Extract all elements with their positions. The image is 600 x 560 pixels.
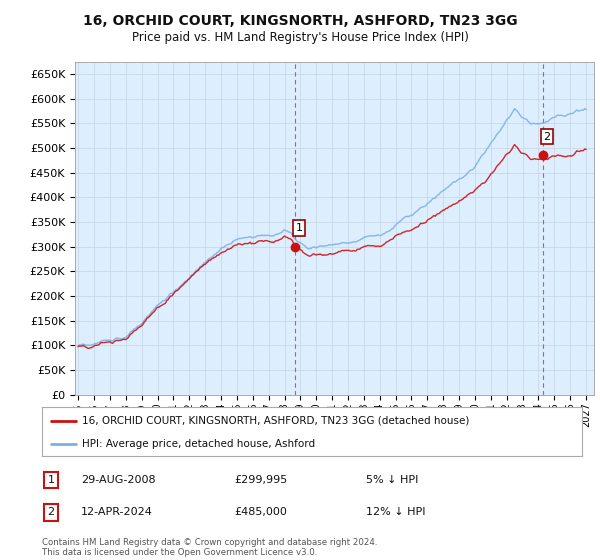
Text: Price paid vs. HM Land Registry's House Price Index (HPI): Price paid vs. HM Land Registry's House … — [131, 31, 469, 44]
Text: 16, ORCHID COURT, KINGSNORTH, ASHFORD, TN23 3GG: 16, ORCHID COURT, KINGSNORTH, ASHFORD, T… — [83, 14, 517, 28]
Text: HPI: Average price, detached house, Ashford: HPI: Average price, detached house, Ashf… — [83, 439, 316, 449]
Text: £485,000: £485,000 — [234, 507, 287, 517]
Text: 1: 1 — [295, 223, 302, 233]
Text: 2: 2 — [47, 507, 55, 517]
Text: 2: 2 — [543, 132, 550, 142]
Text: 12-APR-2024: 12-APR-2024 — [81, 507, 153, 517]
Text: 5% ↓ HPI: 5% ↓ HPI — [366, 475, 418, 485]
Text: 1: 1 — [47, 475, 55, 485]
Text: 12% ↓ HPI: 12% ↓ HPI — [366, 507, 425, 517]
Text: £299,995: £299,995 — [234, 475, 287, 485]
Text: 29-AUG-2008: 29-AUG-2008 — [81, 475, 155, 485]
Text: 16, ORCHID COURT, KINGSNORTH, ASHFORD, TN23 3GG (detached house): 16, ORCHID COURT, KINGSNORTH, ASHFORD, T… — [83, 416, 470, 426]
Text: Contains HM Land Registry data © Crown copyright and database right 2024.
This d: Contains HM Land Registry data © Crown c… — [42, 538, 377, 557]
